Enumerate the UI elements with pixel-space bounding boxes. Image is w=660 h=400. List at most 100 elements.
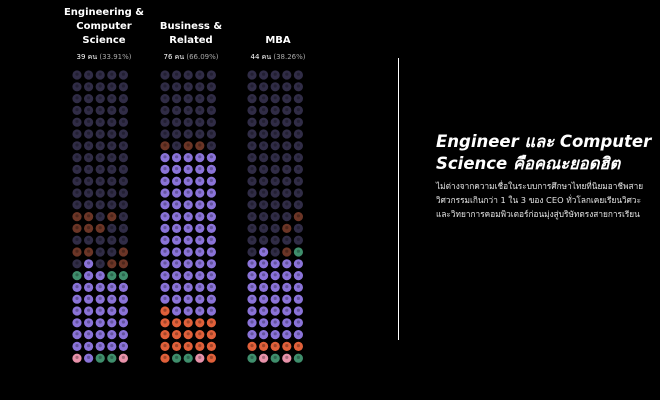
person-icon (107, 70, 117, 80)
person-head-mark (175, 320, 179, 324)
person-icon (95, 94, 105, 104)
person-icon (206, 294, 216, 304)
person-head-mark (98, 296, 102, 300)
person-head-mark (175, 108, 179, 112)
person-icon (259, 259, 269, 269)
person-head-mark (250, 308, 254, 312)
person-head-mark (98, 344, 102, 348)
person-head-mark (175, 84, 179, 88)
person-head-mark (209, 131, 213, 135)
person-icon (247, 82, 257, 92)
person-head-mark (121, 249, 125, 253)
person-icon (84, 164, 94, 174)
person-icon (118, 94, 128, 104)
person-head-mark (209, 178, 213, 182)
person-icon (84, 188, 94, 198)
person-head-mark (75, 237, 79, 241)
person-head-mark (296, 296, 300, 300)
person-icon (160, 188, 170, 198)
person-icon (183, 247, 193, 257)
person-icon (195, 271, 205, 281)
person-icon (195, 247, 205, 257)
person-head-mark (121, 108, 125, 112)
person-icon (293, 70, 303, 80)
person-head-mark (75, 143, 79, 147)
person-icon (270, 188, 280, 198)
person-icon (160, 259, 170, 269)
person-head-mark (75, 308, 79, 312)
person-head-mark (186, 332, 190, 336)
person-icon (195, 235, 205, 245)
people-icon-grid (72, 70, 303, 363)
person-head-mark (285, 96, 289, 100)
person-head-mark (186, 167, 190, 171)
person-icon (195, 117, 205, 127)
person-icon (72, 341, 82, 351)
person-head-mark (250, 355, 254, 359)
person-icon (160, 318, 170, 328)
person-head-mark (121, 261, 125, 265)
person-head-mark (87, 143, 91, 147)
person-icon (84, 247, 94, 257)
person-head-mark (209, 226, 213, 230)
person-head-mark (273, 344, 277, 348)
person-icon (95, 141, 105, 151)
person-head-mark (98, 72, 102, 76)
person-icon (259, 282, 269, 292)
person-head-mark (285, 167, 289, 171)
person-icon (195, 330, 205, 340)
person-head-mark (250, 226, 254, 230)
person-head-mark (186, 237, 190, 241)
person-icon (247, 94, 257, 104)
person-icon (270, 306, 280, 316)
person-head-mark (110, 143, 114, 147)
person-head-mark (209, 190, 213, 194)
person-icon (206, 353, 216, 363)
person-icon (259, 271, 269, 281)
person-head-mark (262, 355, 266, 359)
person-head-mark (163, 249, 167, 253)
person-head-mark (285, 190, 289, 194)
person-icon (282, 294, 292, 304)
person-icon (95, 176, 105, 186)
person-head-mark (98, 143, 102, 147)
person-icon (206, 200, 216, 210)
person-icon (206, 271, 216, 281)
person-icon (270, 247, 280, 257)
person-head-mark (250, 320, 254, 324)
person-icon (206, 330, 216, 340)
person-icon (195, 176, 205, 186)
person-icon (206, 164, 216, 174)
person-icon (282, 117, 292, 127)
person-icon (206, 318, 216, 328)
person-head-mark (163, 308, 167, 312)
person-icon (160, 200, 170, 210)
person-icon (247, 341, 257, 351)
count-percent: (38.26%) (273, 53, 306, 61)
person-icon (172, 176, 182, 186)
person-head-mark (198, 72, 202, 76)
person-head-mark (285, 202, 289, 206)
person-head-mark (186, 190, 190, 194)
person-head-mark (175, 119, 179, 123)
person-head-mark (175, 143, 179, 147)
person-head-mark (75, 226, 79, 230)
person-icon (206, 188, 216, 198)
person-icon (183, 188, 193, 198)
person-head-mark (296, 237, 300, 241)
person-head-mark (186, 261, 190, 265)
person-head-mark (163, 226, 167, 230)
person-icon (183, 212, 193, 222)
person-head-mark (121, 202, 125, 206)
person-head-mark (98, 84, 102, 88)
person-head-mark (175, 178, 179, 182)
person-head-mark (98, 155, 102, 159)
person-head-mark (110, 119, 114, 123)
person-icon (84, 105, 94, 115)
person-icon (206, 212, 216, 222)
person-head-mark (110, 273, 114, 277)
person-head-mark (186, 202, 190, 206)
person-head-mark (262, 131, 266, 135)
person-icon (282, 341, 292, 351)
person-icon (72, 330, 82, 340)
